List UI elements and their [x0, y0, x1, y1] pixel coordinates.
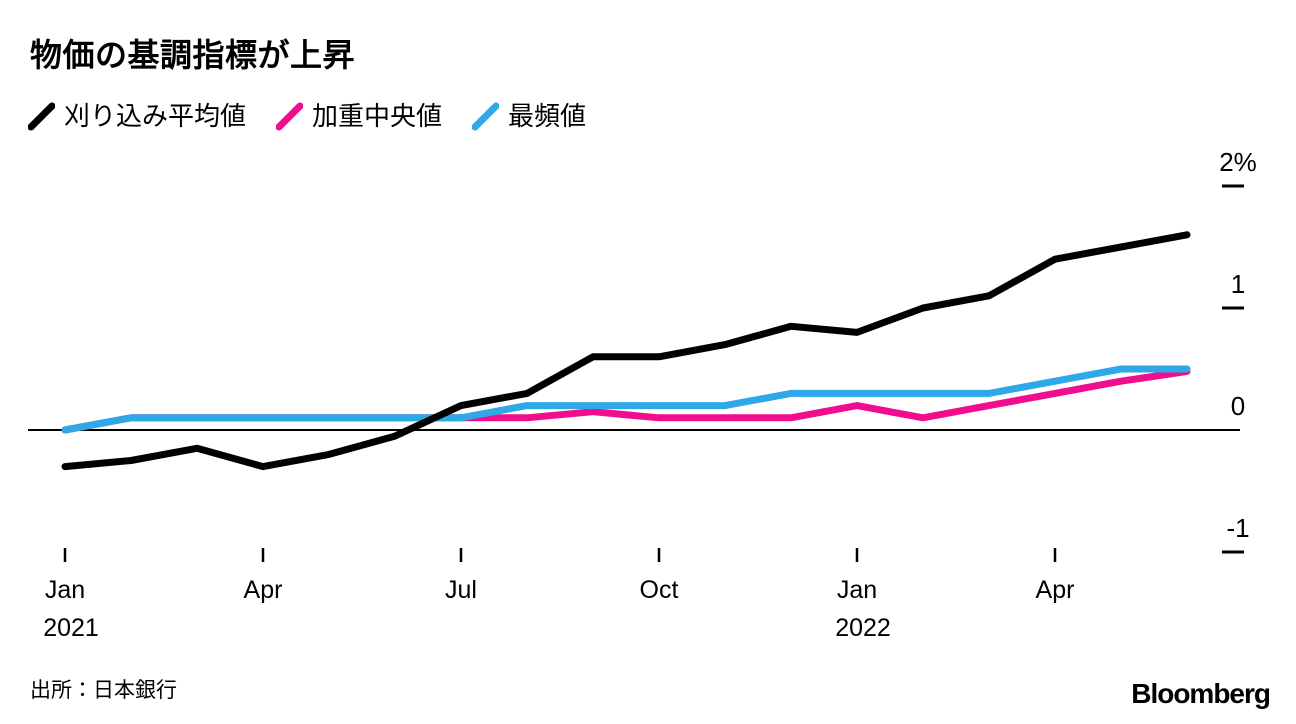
trimmed-mean-line-swatch-icon — [28, 102, 55, 131]
chart-legend: 刈り込み平均値 加重中央値 最頻値 — [28, 96, 586, 133]
legend-item-trimmed-mean: 刈り込み平均値 — [28, 96, 246, 133]
mode-line-swatch-icon — [472, 102, 500, 131]
swatch-stroke — [276, 102, 304, 131]
swatch-stroke — [28, 102, 55, 131]
chart-title: 物価の基調指標が上昇 — [30, 37, 356, 73]
weighted-median-line-swatch-icon — [276, 102, 304, 131]
legend-item-weighted-median: 加重中央値 — [276, 96, 442, 133]
source-note: 出所：日本銀行 — [30, 679, 177, 702]
legend-label-trimmed-mean: 刈り込み平均値 — [64, 101, 247, 131]
legend-item-mode: 最頻値 — [472, 96, 586, 133]
bloomberg-logo: Bloomberg — [1131, 678, 1271, 709]
series-line-mode — [61, 365, 1191, 434]
legend-label-mode: 最頻値 — [508, 101, 587, 131]
legend-label-weighted-median: 加重中央値 — [312, 101, 443, 131]
swatch-stroke — [472, 102, 500, 131]
series-line-trimmed-mean — [61, 231, 1191, 471]
